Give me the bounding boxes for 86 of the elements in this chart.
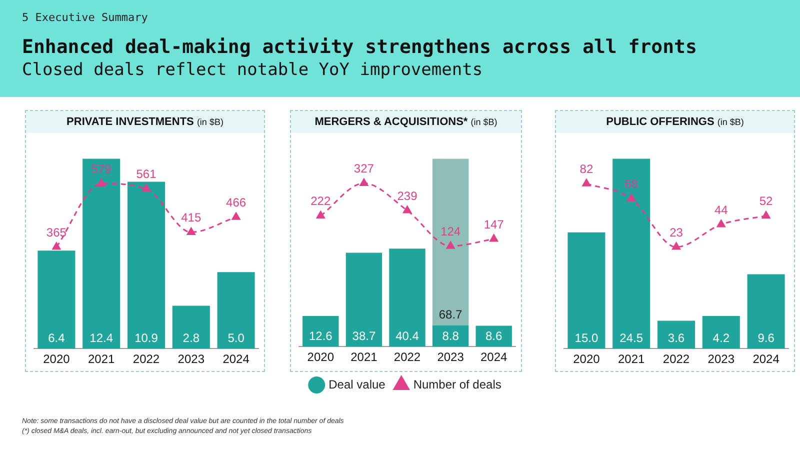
point bbox=[762, 211, 770, 219]
x-tick-label: 2024 bbox=[222, 352, 250, 366]
chart-subtitle: (in $B) bbox=[470, 117, 498, 127]
x-tick-label: 2021 bbox=[618, 352, 646, 366]
bar bbox=[702, 316, 740, 349]
chart-title: PUBLIC OFFERINGS bbox=[606, 116, 714, 128]
data-label: 415 bbox=[181, 210, 202, 225]
data-label: 6.4 bbox=[48, 330, 66, 345]
data-label: 365 bbox=[46, 225, 67, 240]
bar bbox=[612, 158, 650, 349]
data-label: 38.7 bbox=[352, 328, 376, 343]
x-tick-label: 2020 bbox=[43, 352, 70, 366]
data-label: 561 bbox=[136, 167, 157, 182]
x-tick-label: 2021 bbox=[350, 350, 378, 364]
bar bbox=[302, 316, 339, 347]
data-label: 8.6 bbox=[486, 328, 503, 343]
bar bbox=[657, 320, 696, 349]
point bbox=[232, 212, 240, 220]
point bbox=[716, 220, 726, 228]
data-label: 222 bbox=[310, 194, 331, 208]
text: Enhanced deal-making activity strengthens across all fronts bbox=[22, 36, 697, 58]
data-label: 3.6 bbox=[668, 330, 685, 345]
data-label: 12.6 bbox=[308, 328, 333, 343]
point bbox=[142, 184, 150, 192]
x-tick-label: 2024 bbox=[752, 352, 780, 366]
chart-title: MERGERS & ACQUISITIONS* bbox=[314, 116, 468, 128]
data-label: 9.6 bbox=[758, 330, 775, 345]
bar bbox=[38, 250, 76, 349]
point bbox=[360, 178, 368, 186]
point bbox=[186, 227, 196, 235]
data-label: 82 bbox=[580, 162, 594, 176]
data-label: 4.2 bbox=[712, 330, 730, 345]
bar bbox=[172, 306, 210, 349]
point bbox=[403, 206, 412, 214]
data-label: 10.9 bbox=[134, 330, 158, 345]
bar bbox=[568, 232, 606, 349]
data-label: 5.0 bbox=[228, 330, 245, 345]
text: 5 Executive Summary bbox=[22, 11, 148, 24]
data-label: 147 bbox=[484, 217, 504, 232]
x-tick-label: 2024 bbox=[480, 350, 508, 364]
point bbox=[490, 234, 498, 242]
point bbox=[627, 194, 636, 202]
x-tick-label: 2023 bbox=[708, 352, 735, 366]
bar bbox=[127, 182, 166, 349]
bar bbox=[82, 158, 120, 349]
data-label: 44 bbox=[714, 202, 728, 217]
x-tick-label: 2022 bbox=[662, 352, 690, 366]
point bbox=[97, 178, 106, 186]
data-label: 40.4 bbox=[396, 328, 420, 343]
x-tick-label: 2023 bbox=[437, 350, 464, 364]
data-label: 124 bbox=[440, 224, 461, 238]
text: Closed deals reflect notable YoY improvements bbox=[22, 60, 483, 80]
point bbox=[52, 242, 61, 250]
bar bbox=[346, 252, 382, 347]
chart-subtitle: (in $B) bbox=[196, 117, 224, 127]
bar bbox=[747, 274, 785, 349]
data-label: 24.5 bbox=[620, 330, 644, 345]
data-label: 239 bbox=[397, 188, 418, 203]
point bbox=[672, 242, 680, 250]
point bbox=[446, 241, 455, 249]
x-tick-label: 2020 bbox=[573, 352, 600, 366]
data-label: 12.4 bbox=[90, 330, 114, 345]
x-tick-label: 2020 bbox=[307, 350, 334, 364]
chart-title: PRIVATE INVESTMENTS bbox=[66, 116, 194, 128]
x-tick-label: 2022 bbox=[132, 352, 160, 366]
data-label: 68 bbox=[624, 176, 638, 191]
data-label: 15.0 bbox=[574, 330, 598, 345]
data-label: 466 bbox=[226, 195, 246, 210]
data-label: 327 bbox=[354, 162, 374, 176]
data-label: 579 bbox=[91, 162, 112, 176]
data-label: 52 bbox=[759, 194, 774, 208]
bar bbox=[217, 272, 255, 349]
point bbox=[316, 211, 325, 219]
point bbox=[582, 178, 591, 186]
x-tick-label: 2021 bbox=[88, 352, 116, 366]
x-tick-label: 2022 bbox=[394, 350, 421, 364]
x-tick-label: 2023 bbox=[178, 352, 205, 366]
chart-subtitle: (in $B) bbox=[717, 117, 744, 127]
legend-label: Deal value bbox=[328, 377, 386, 392]
legend-label: Number of deals bbox=[413, 377, 502, 392]
data-label: 68.7 bbox=[438, 308, 463, 322]
data-label: 23 bbox=[670, 225, 684, 240]
bar bbox=[389, 248, 426, 347]
data-label: 8.8 bbox=[442, 328, 460, 343]
data-label: 2.8 bbox=[182, 330, 200, 345]
bar bbox=[432, 158, 469, 326]
